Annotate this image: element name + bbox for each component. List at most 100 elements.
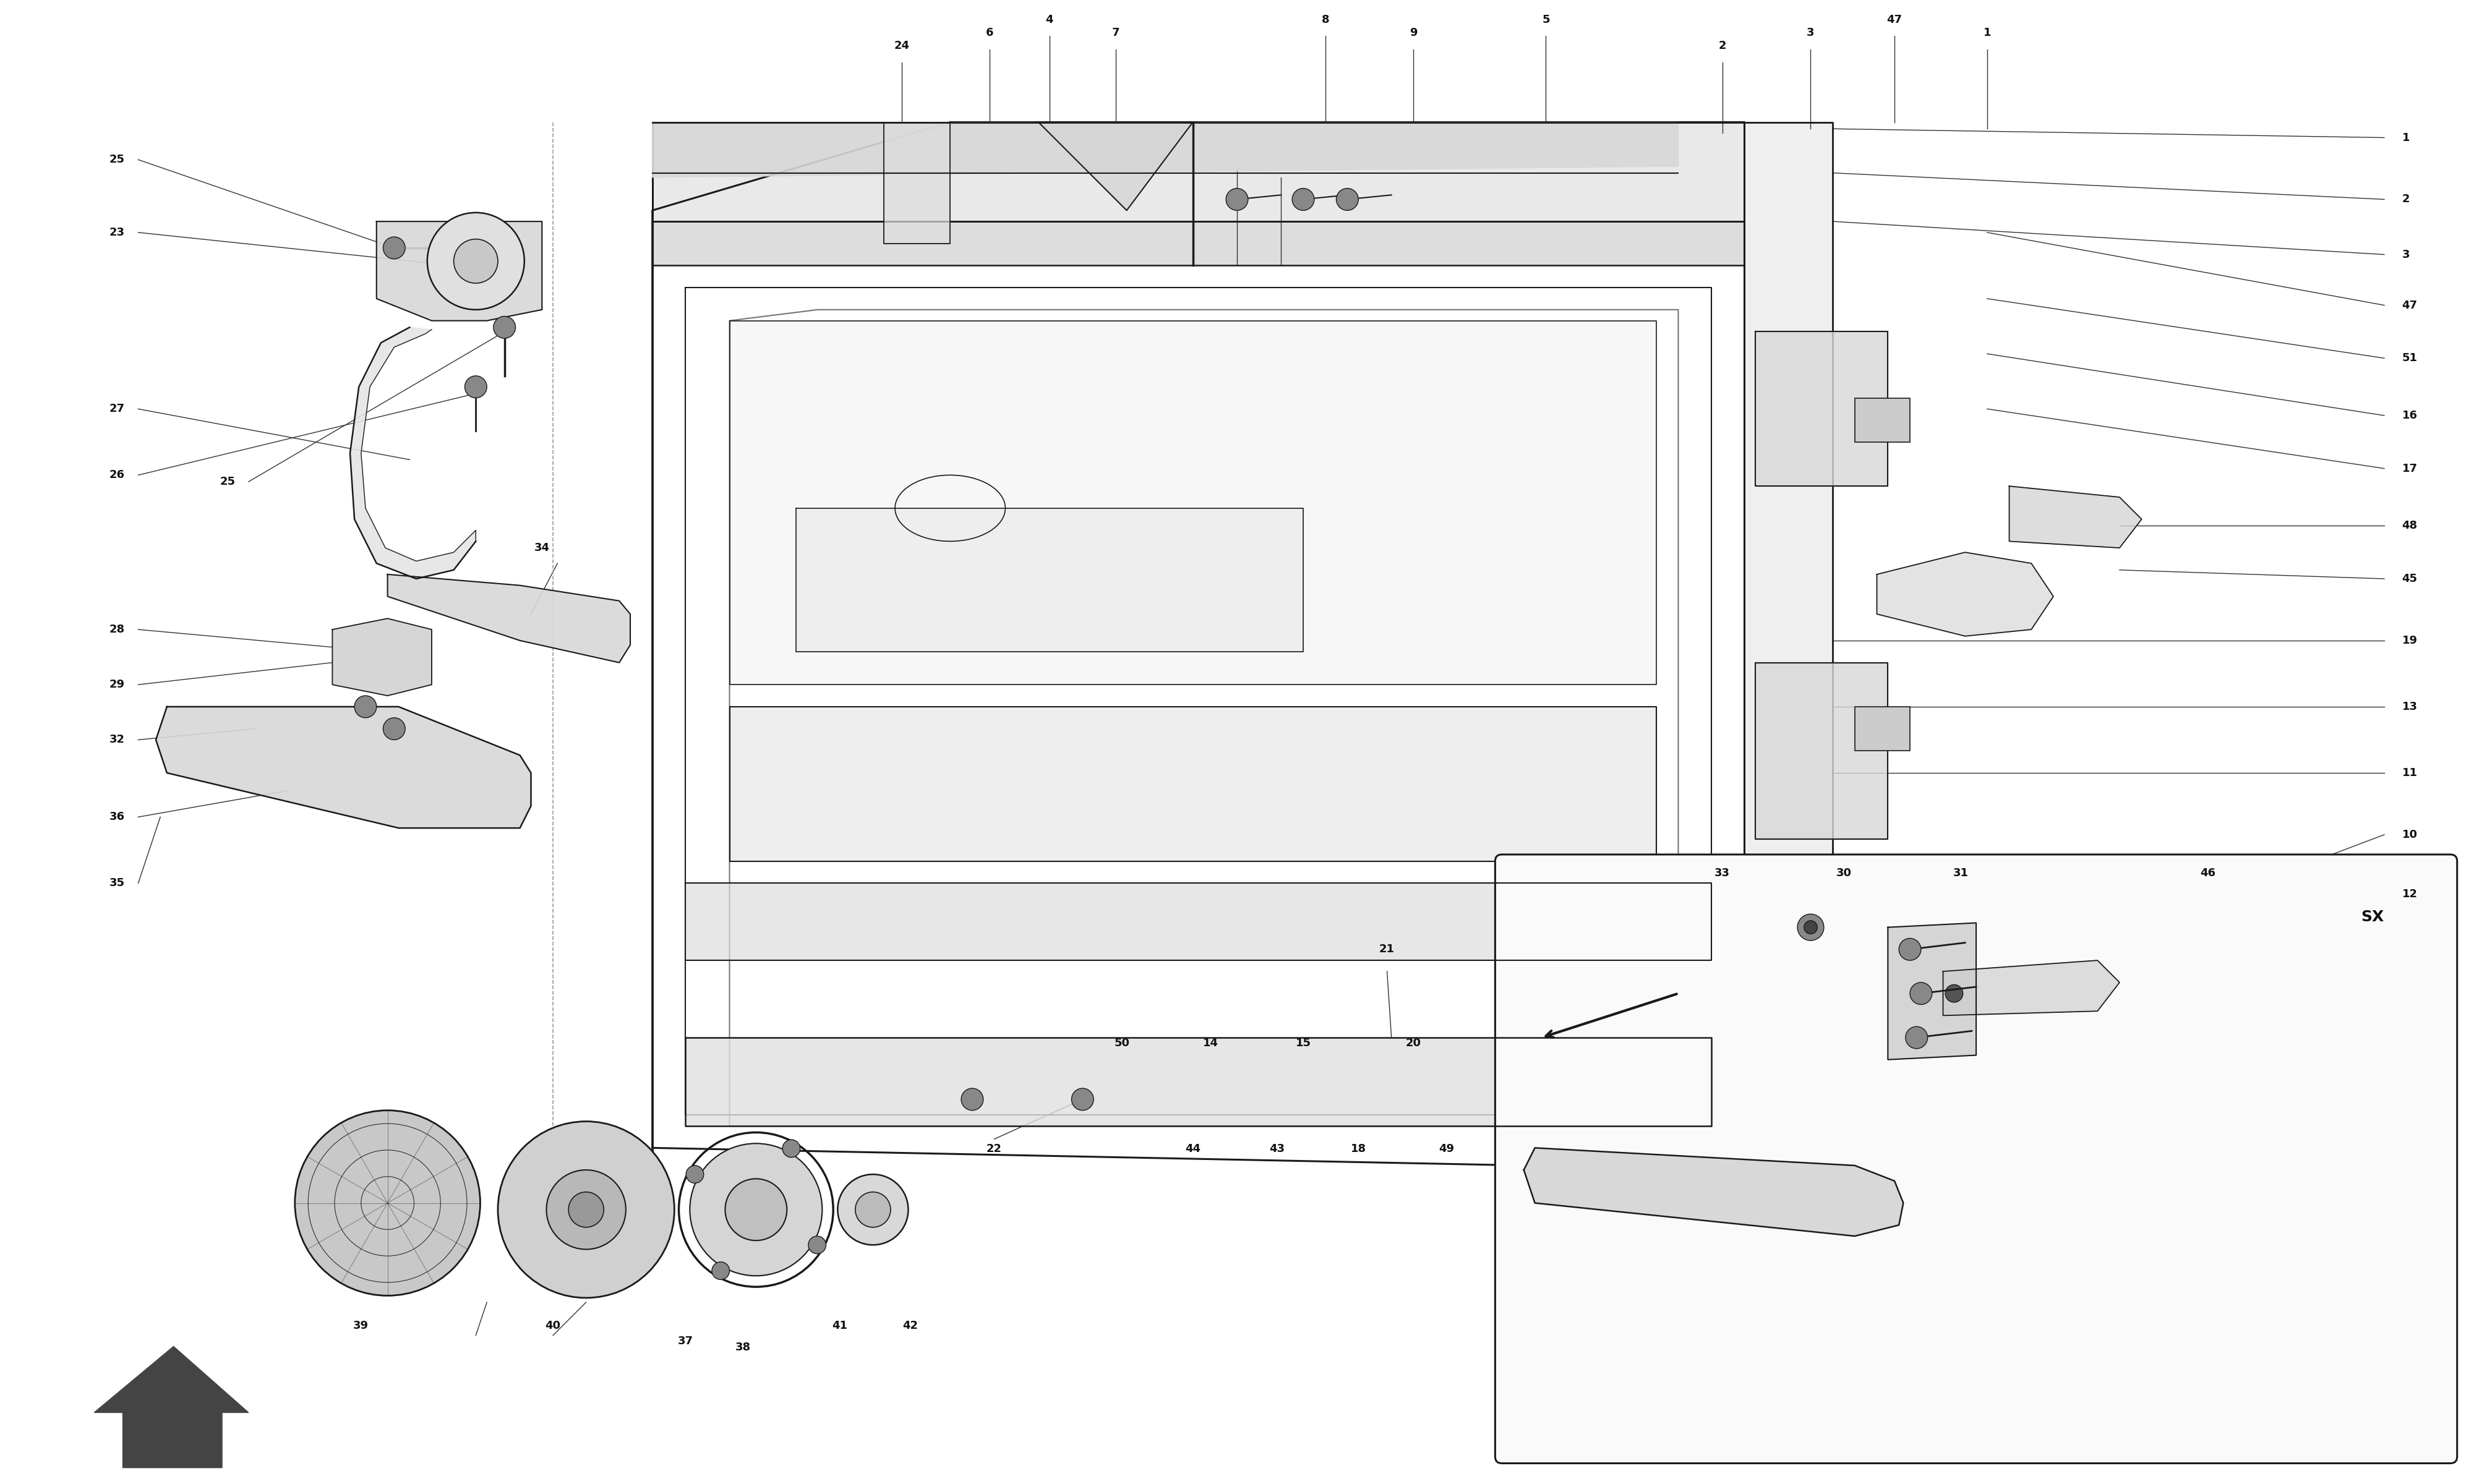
Text: 32: 32 (109, 735, 126, 745)
Text: 3: 3 (2402, 249, 2410, 260)
Circle shape (354, 696, 376, 718)
Polygon shape (1942, 960, 2120, 1015)
Text: 45: 45 (2402, 573, 2417, 585)
Circle shape (690, 1144, 821, 1276)
Circle shape (782, 1140, 799, 1158)
Circle shape (453, 239, 497, 283)
Circle shape (1945, 985, 1962, 1002)
Text: 12: 12 (2402, 889, 2417, 899)
Text: 47: 47 (1888, 13, 1903, 25)
Circle shape (1071, 1088, 1094, 1110)
Polygon shape (653, 122, 1677, 177)
Text: 6: 6 (987, 27, 995, 39)
Circle shape (809, 1236, 826, 1254)
Circle shape (294, 1110, 480, 1296)
Text: 29: 29 (109, 680, 126, 690)
Text: 7: 7 (1111, 27, 1121, 39)
Text: 46: 46 (2199, 868, 2217, 879)
Text: 31: 31 (1952, 868, 1969, 879)
Text: 8: 8 (1321, 13, 1329, 25)
Polygon shape (1878, 552, 2053, 637)
Polygon shape (332, 619, 430, 696)
Text: 40: 40 (544, 1319, 562, 1331)
Text: 25: 25 (220, 476, 235, 487)
Polygon shape (388, 574, 631, 662)
Text: 14: 14 (1202, 1037, 1217, 1049)
Text: 30: 30 (1836, 868, 1851, 879)
Text: 34: 34 (534, 542, 549, 554)
Polygon shape (685, 883, 1712, 960)
Circle shape (1336, 188, 1358, 211)
Bar (1856, 398, 1910, 442)
Text: 1: 1 (2402, 132, 2410, 142)
Polygon shape (797, 508, 1304, 651)
Text: 36: 36 (109, 812, 126, 822)
Polygon shape (349, 328, 475, 579)
Polygon shape (653, 221, 1744, 266)
Circle shape (856, 1192, 891, 1227)
Text: 20: 20 (1405, 1037, 1420, 1049)
Circle shape (1291, 188, 1314, 211)
Circle shape (547, 1169, 626, 1250)
Text: 15: 15 (1296, 1037, 1311, 1049)
Text: 9: 9 (1410, 27, 1418, 39)
Circle shape (569, 1192, 604, 1227)
Polygon shape (730, 706, 1655, 861)
Circle shape (1910, 982, 1932, 1005)
Text: 2: 2 (1719, 40, 1727, 52)
Text: 10: 10 (2402, 830, 2417, 840)
Text: 42: 42 (903, 1319, 918, 1331)
Text: 47: 47 (2402, 300, 2417, 310)
Circle shape (497, 1122, 675, 1298)
Polygon shape (94, 1346, 247, 1468)
Circle shape (1227, 188, 1247, 211)
Text: 24: 24 (893, 40, 910, 52)
Polygon shape (883, 122, 950, 243)
Polygon shape (156, 706, 532, 828)
Circle shape (1804, 920, 1818, 933)
Circle shape (685, 1165, 703, 1183)
Text: 17: 17 (2402, 463, 2417, 473)
Text: 18: 18 (1351, 1144, 1366, 1155)
Polygon shape (1757, 662, 1888, 838)
Text: 49: 49 (1440, 1144, 1455, 1155)
Circle shape (492, 316, 515, 338)
Circle shape (1905, 1027, 1927, 1049)
Text: 27: 27 (109, 404, 126, 414)
Text: 3: 3 (1806, 27, 1813, 39)
Text: 19: 19 (2402, 635, 2417, 646)
Text: 33: 33 (1714, 868, 1729, 879)
Text: 50: 50 (1116, 1037, 1131, 1049)
Circle shape (383, 237, 406, 258)
Polygon shape (1757, 332, 1888, 487)
Text: 38: 38 (735, 1342, 750, 1353)
Polygon shape (2009, 487, 2142, 548)
FancyBboxPatch shape (1494, 855, 2457, 1463)
Polygon shape (1744, 122, 1833, 1169)
Text: 44: 44 (1185, 1144, 1200, 1155)
Bar (1856, 706, 1910, 751)
Text: 11: 11 (2402, 767, 2417, 779)
Text: 5: 5 (1541, 13, 1549, 25)
Circle shape (839, 1174, 908, 1245)
Polygon shape (730, 321, 1655, 684)
Text: 25: 25 (109, 154, 126, 165)
Polygon shape (1039, 122, 1192, 211)
Text: 22: 22 (987, 1144, 1002, 1155)
Text: 16: 16 (2402, 410, 2417, 421)
Text: 35: 35 (109, 877, 126, 889)
Circle shape (1799, 914, 1823, 941)
Circle shape (468, 252, 485, 270)
Circle shape (962, 1088, 982, 1110)
Text: 51: 51 (2402, 353, 2417, 364)
Text: 1: 1 (1984, 27, 1992, 39)
Text: 13: 13 (2402, 700, 2417, 712)
Text: 39: 39 (354, 1319, 369, 1331)
Text: 28: 28 (109, 623, 126, 635)
Circle shape (465, 375, 487, 398)
Polygon shape (685, 1037, 1712, 1126)
Circle shape (725, 1178, 787, 1241)
Text: 26: 26 (109, 469, 126, 481)
Text: SX: SX (2360, 910, 2385, 925)
Text: 48: 48 (2402, 521, 2417, 531)
